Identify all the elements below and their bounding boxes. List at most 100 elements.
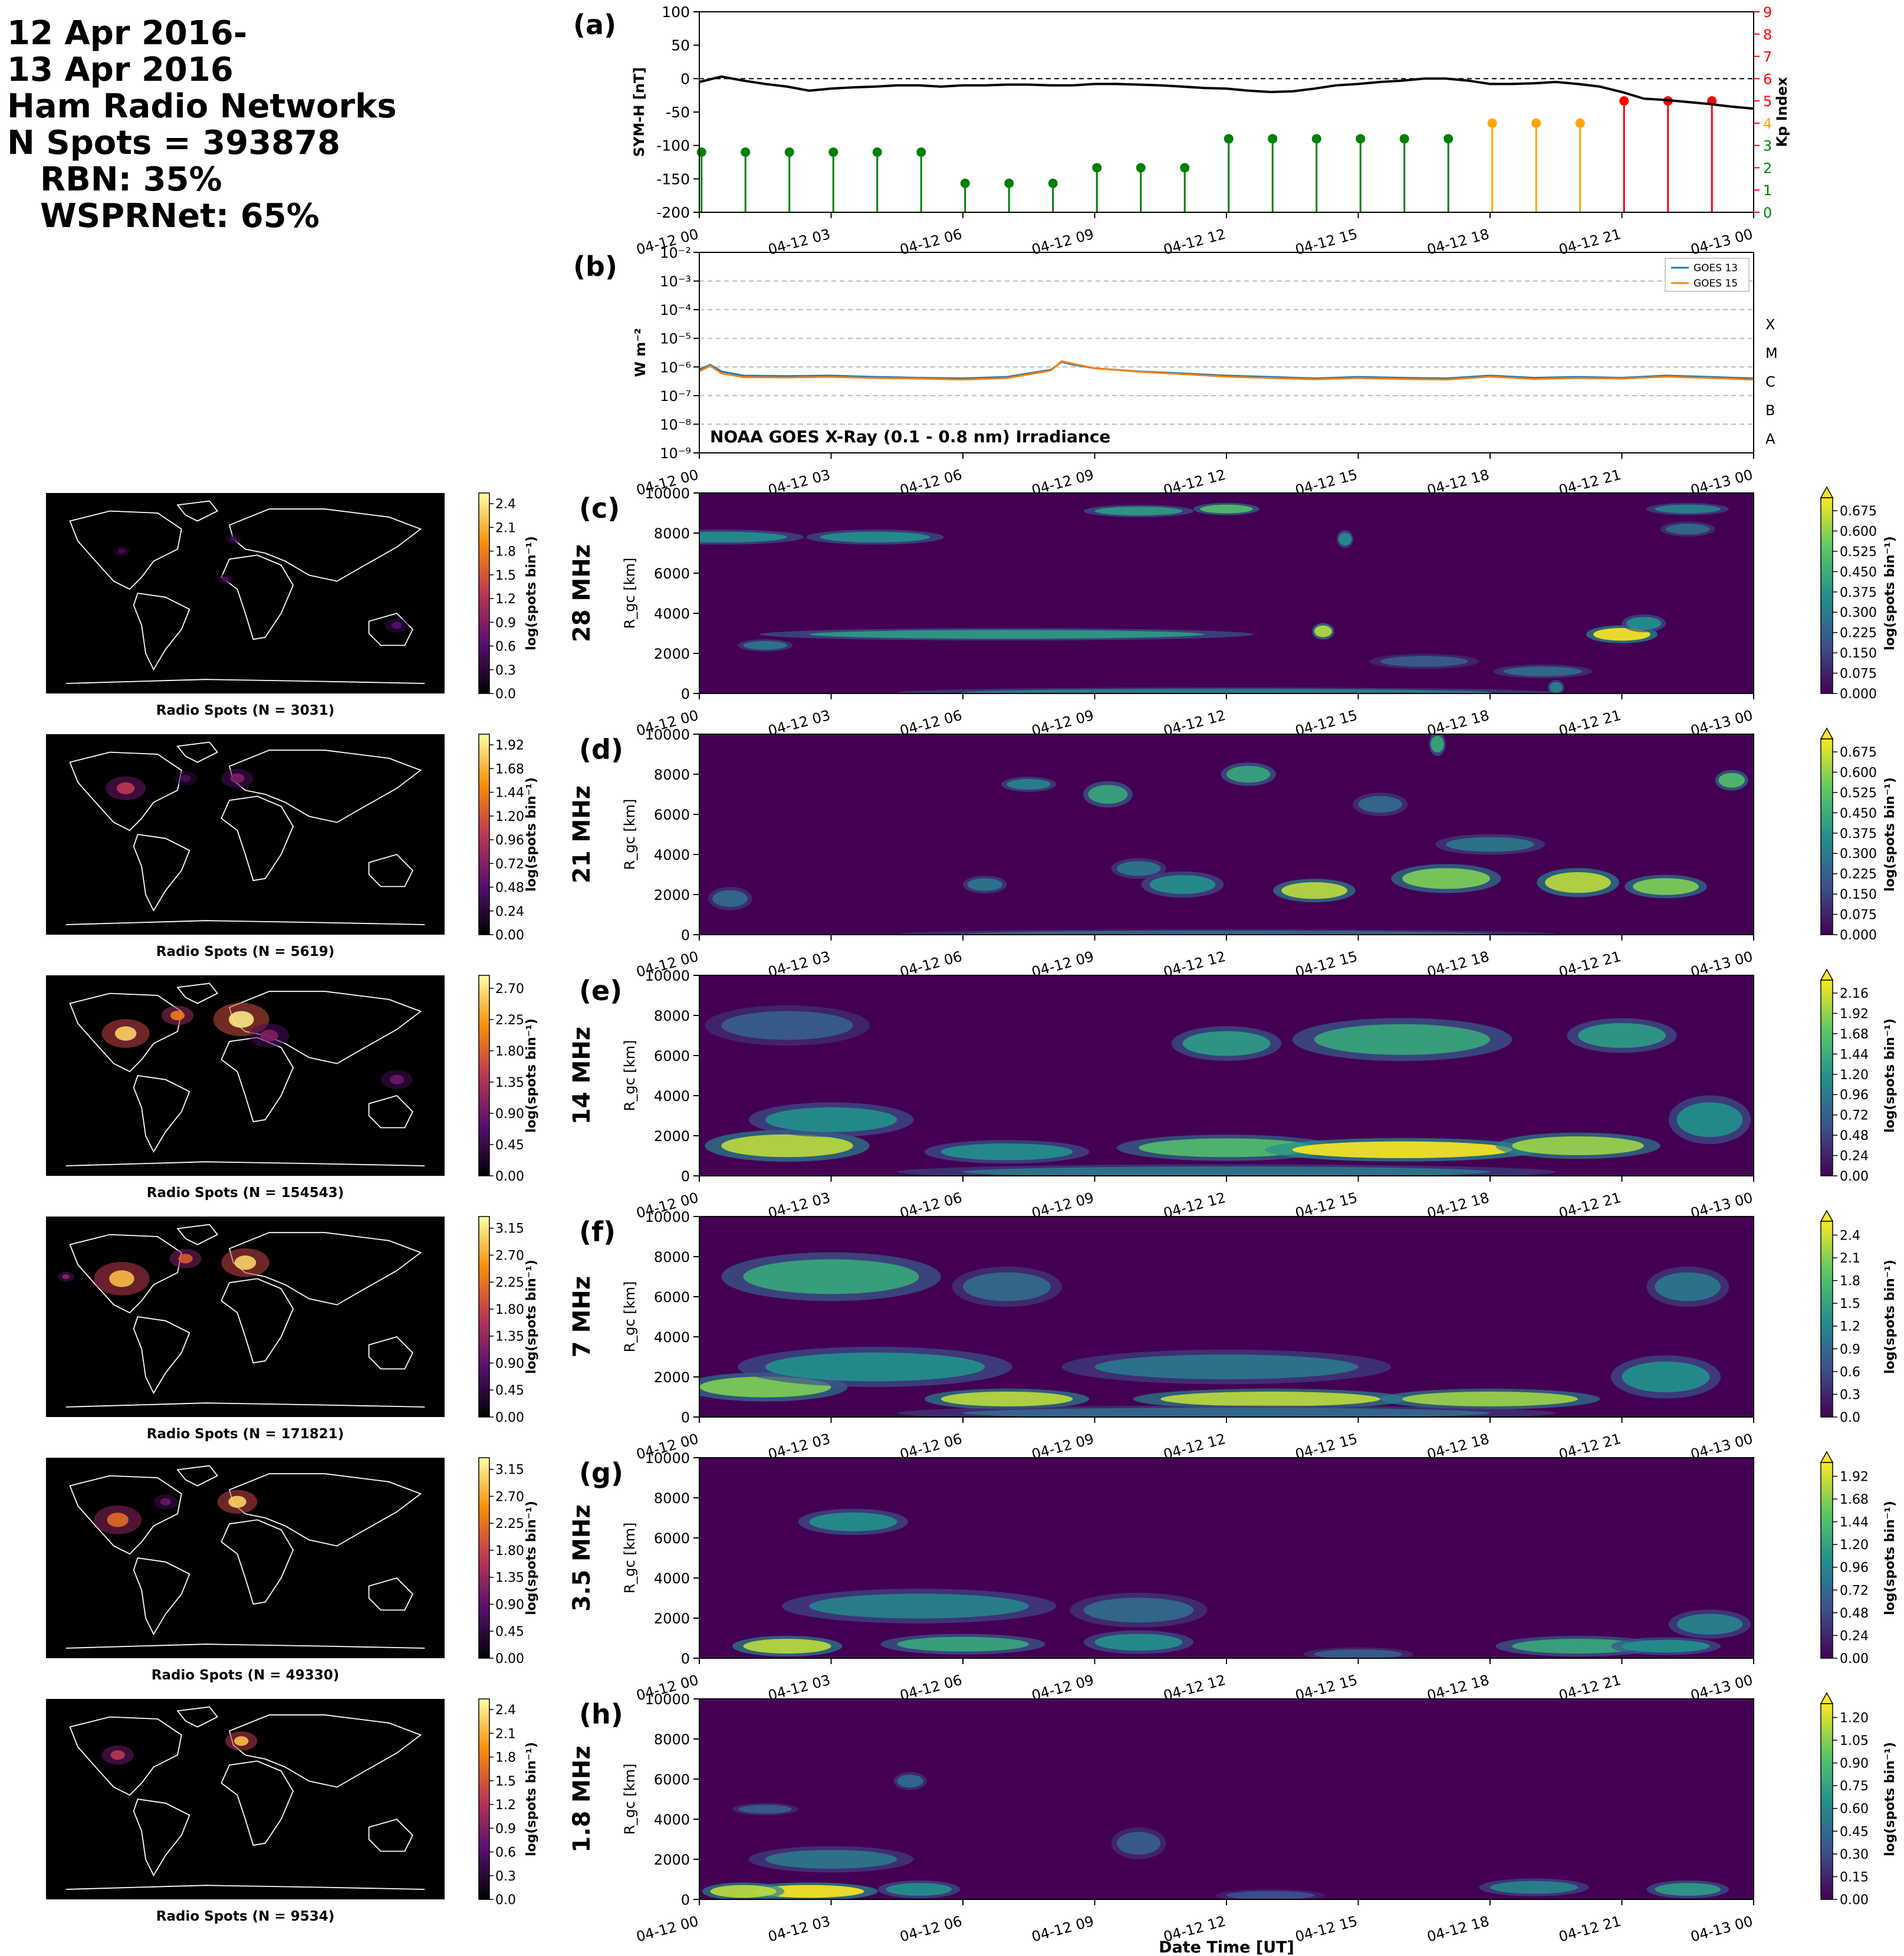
coastline [228,1473,422,1547]
colorbar-tick-label: 0.600 [1840,524,1877,539]
colorbar-extend-arrow [1820,1209,1834,1222]
figure-header: 12 Apr 2016- 13 Apr 2016 Ham Radio Netwo… [7,15,397,235]
coastline [368,1577,413,1611]
kp-marker [1399,134,1409,144]
heatmap-cell [1490,1881,1578,1894]
y-tick-label: 100 [662,4,690,21]
coastline [133,1557,190,1636]
map-colorbar-tick-label: 0.90 [495,1107,524,1122]
heatmap-cell [1083,1597,1194,1623]
heatmap-cell [765,1352,985,1382]
heatmap-cell [1094,1355,1359,1379]
colorbar-tick-label: 0.225 [1840,626,1877,641]
colorbar-tick-label: 0.00 [1840,1893,1869,1908]
heatmap-panel: 0 2000 4000 6000 8000 10000 (h) 1.8 MHz R_gc [km… [568,1691,1898,1908]
kp-marker [828,147,838,157]
y-tick-label: 8000 [654,1008,690,1024]
colorbar-tick-label: 0.375 [1840,586,1877,600]
map-colorbar-tick-label: 0.45 [495,1383,524,1398]
map-caption: Radio Spots (N = 9534) [156,1909,334,1924]
y-tick-label: 10⁻³ [660,274,691,290]
heatmap-cell [941,1391,1073,1406]
map-background [46,1699,445,1899]
header-spot-count: N Spots = 393878 [7,124,341,162]
x-tick-label: 04-12 09 [1030,1913,1096,1945]
colorbar-tick-label: 0.525 [1840,786,1877,801]
y-tick-label: 10⁻⁵ [660,331,691,347]
map-colorbar-tick-label: 0.3 [495,663,516,678]
heatmap-cell [699,531,787,543]
kp-marker [960,178,970,188]
heatmap-cell [1200,504,1253,514]
colorbar-label: log(spots bin⁻¹) [1883,1501,1898,1615]
y-tick-label: 4000 [654,1088,690,1104]
kp-tick-label: 2 [1763,160,1772,176]
radio-spot-core [110,1750,125,1760]
colorbar-tick-label: 1.68 [1840,1493,1869,1507]
colorbar-tick-label: 0.45 [1840,1824,1869,1839]
map-colorbar-label: log(spots bin⁻¹) [524,777,539,892]
map-caption: Radio Spots (N = 154543) [147,1185,344,1201]
map-colorbar-tick-label: 1.35 [495,1571,524,1586]
y-tick-label: 0 [681,1168,690,1185]
range-axis-label: R_gc [km] [621,1523,638,1594]
coastline [69,510,182,590]
heatmap-background [699,1458,1754,1658]
heatmap-cell [1088,785,1128,804]
map-colorbar-tick-label: 0.00 [495,1169,524,1184]
header-date-start: 12 Apr 2016- [7,14,248,52]
colorbar-tick-label: 1.5 [1840,1297,1860,1311]
coastline [176,1706,219,1728]
radio-spot-core [160,1498,171,1505]
x-tick-label: 04-12 06 [898,226,963,258]
map-caption: Radio Spots (N = 49330) [152,1668,340,1683]
coastline [176,500,219,522]
colorbar-tick-label: 0.075 [1840,667,1877,682]
colorbar-label: log(spots bin⁻¹) [1883,1260,1898,1374]
y-tick-label: 2000 [654,646,690,662]
heatmap-cell [1676,1102,1743,1138]
coastline [228,749,422,823]
map-colorbar-tick-label: 3.15 [495,1222,524,1237]
heatmap-cell [820,531,930,543]
y-tick-label: 2000 [654,887,690,903]
heatmap-cell [1281,882,1347,899]
coastline [69,1475,182,1555]
map-colorbar-tick-label: 2.4 [495,497,516,512]
heatmap-cell [1655,504,1721,514]
y-tick-label: 0 [681,927,690,944]
kp-tick-label: 1 [1763,182,1772,199]
heatmap-panel: 0 2000 4000 6000 8000 10000 (e) 14 MHz R_gc [km]… [568,968,1898,1185]
radio-spot-core [116,782,135,794]
colorbar-tick-label: 2.16 [1840,987,1869,1001]
colorbar-tick-label: 0.00 [1840,1169,1869,1184]
legend-goes13-label: GOES 13 [1693,262,1738,274]
map-colorbar [478,975,490,1176]
kp-marker [916,147,926,157]
kp-tick-label: 4 [1763,116,1772,132]
heatmap-cell [1626,617,1662,630]
map-colorbar-tick-label: 1.20 [495,810,524,824]
symh-axis-label: SYM-H [nT] [631,67,647,157]
heatmap-cell [712,890,748,908]
y-tick-label: 0 [681,1409,690,1426]
x-tick-label: 04-12 18 [1425,1913,1491,1945]
y-tick-label: 10⁻² [660,245,691,261]
heatmap-cell [721,1134,853,1158]
coastline [133,834,190,912]
kp-marker [872,147,882,157]
heatmap-cell [886,1883,952,1896]
map-colorbar-tick-label: 0.45 [495,1138,524,1153]
kp-tick-label: 6 [1763,71,1772,87]
y-tick-label: 2000 [654,1852,690,1868]
kp-tick-label: 9 [1763,4,1772,21]
heatmap-cell [809,630,1205,639]
x-tick-label: 04-12 15 [1294,1913,1359,1945]
y-tick-label: 4000 [654,1570,690,1587]
y-tick-label: 6000 [654,1530,690,1547]
flare-class-label: B [1765,402,1775,419]
map-colorbar [478,492,490,694]
map-colorbar-tick-label: 0.90 [495,1356,524,1371]
coastline [221,1760,294,1846]
heatmap-cell [1633,878,1699,895]
